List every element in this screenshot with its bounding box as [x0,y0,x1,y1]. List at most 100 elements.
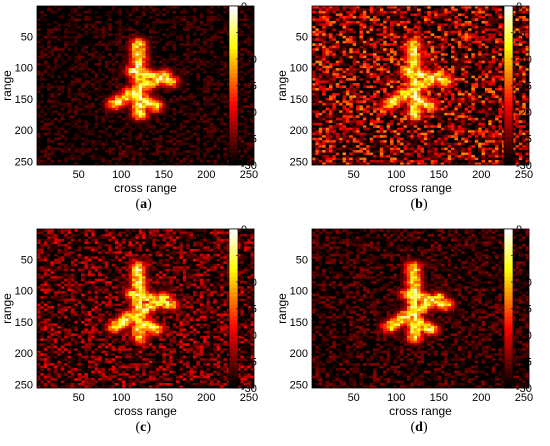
heatmap-cell [135,53,139,56]
heatmap-cell [423,18,428,22]
heatmap-cell [152,73,156,76]
heatmap-cell [182,90,187,94]
heatmap-cell [335,28,340,31]
heatmap-cell [403,95,408,99]
heatmap-cell [389,28,394,31]
heatmap-cell [410,53,414,56]
heatmap-cell [84,112,89,116]
heatmap-cell [131,20,136,24]
heatmap-cell [318,75,323,79]
heatmap-cell [159,100,163,104]
heatmap-cell [135,65,139,69]
heatmap-cell [47,43,51,46]
heatmap-cell [237,65,241,69]
heatmap-cell [366,132,370,136]
heatmap-cell [481,28,486,31]
heatmap-cell [84,10,89,14]
heatmap-cell [203,90,207,94]
heatmap-cell [430,38,435,41]
heatmap-cell [471,23,475,27]
heatmap-cell [155,78,160,81]
heatmap-cell [410,137,414,141]
heatmap-cell [118,83,122,86]
heatmap-cell [125,117,129,121]
heatmap-cell [142,145,146,148]
heatmap-cell [250,132,255,136]
heatmap-cell [420,28,425,31]
heatmap-cell [128,125,133,128]
heatmap-cell [138,162,143,166]
heatmap-cell [328,157,333,161]
heatmap-cell [131,78,136,81]
heatmap-cell [142,13,146,17]
heatmap-cell [47,147,51,151]
heatmap-cell [206,45,211,49]
heatmap-cell [440,115,445,118]
heatmap-cell [457,110,462,113]
heatmap-cell [111,6,116,9]
heatmap-cell [60,115,65,118]
heatmap-cell [192,58,197,61]
heatmap-cell [457,75,462,79]
heatmap-cell [152,65,156,69]
heatmap-cell [101,102,105,106]
heatmap-cell [369,155,374,158]
heatmap-cell [77,80,82,84]
heatmap-cell [434,160,438,163]
heatmap-cell [328,85,333,89]
heatmap-cell [220,45,224,49]
heatmap-cell [104,60,109,64]
heatmap-cell [43,70,48,74]
heatmap-cell [206,65,211,69]
heatmap-cell [318,38,323,41]
heatmap-cell [359,13,364,17]
heatmap-cell [471,48,475,51]
heatmap-cell [318,58,323,61]
heatmap-cell [440,83,445,86]
heatmap-cell [312,70,316,74]
heatmap-cell [216,140,221,143]
heatmap-cell [145,70,150,74]
heatmap-cell [389,90,394,94]
heatmap-cell [386,155,391,158]
heatmap-cell [145,105,150,109]
heatmap-cell [369,115,374,118]
heatmap-cell [454,78,458,81]
heatmap-cell [138,110,143,113]
heatmap-cell [430,65,435,69]
heatmap-cell [386,127,391,131]
heatmap-cell [393,45,397,49]
heatmap-cell [423,35,428,39]
heatmap-cell [148,50,153,54]
heatmap-cell [437,15,441,19]
heatmap-cell [332,112,336,116]
heatmap-cell [488,152,492,156]
heatmap-cell [474,13,479,17]
heatmap-cell [403,25,408,29]
heatmap-cell [488,120,492,123]
heatmap-cell [315,132,319,136]
heatmap-cell [98,65,102,69]
heatmap-cell [484,33,489,36]
heatmap-cell [118,100,122,104]
heatmap-cell [366,15,370,19]
heatmap-cell [376,73,380,76]
heatmap-cell [77,130,82,133]
heatmap-cell [240,107,244,111]
heatmap-cell [430,97,435,101]
heatmap-cell [335,18,340,22]
heatmap-cell [237,70,241,74]
heatmap-cell [104,10,109,14]
heatmap-cell [383,25,387,29]
heatmap-cell [74,78,78,81]
heatmap-cell [77,117,82,121]
x-axis-label: cross range [114,181,177,195]
heatmap-cell [94,117,99,121]
heatmap-cell [213,110,217,113]
heatmap-cell [57,15,61,19]
heatmap-cell [247,63,251,66]
heatmap-cell [342,48,347,51]
heatmap-cell [484,97,489,101]
heatmap-cell [209,43,214,46]
heatmap-cell [322,70,326,74]
